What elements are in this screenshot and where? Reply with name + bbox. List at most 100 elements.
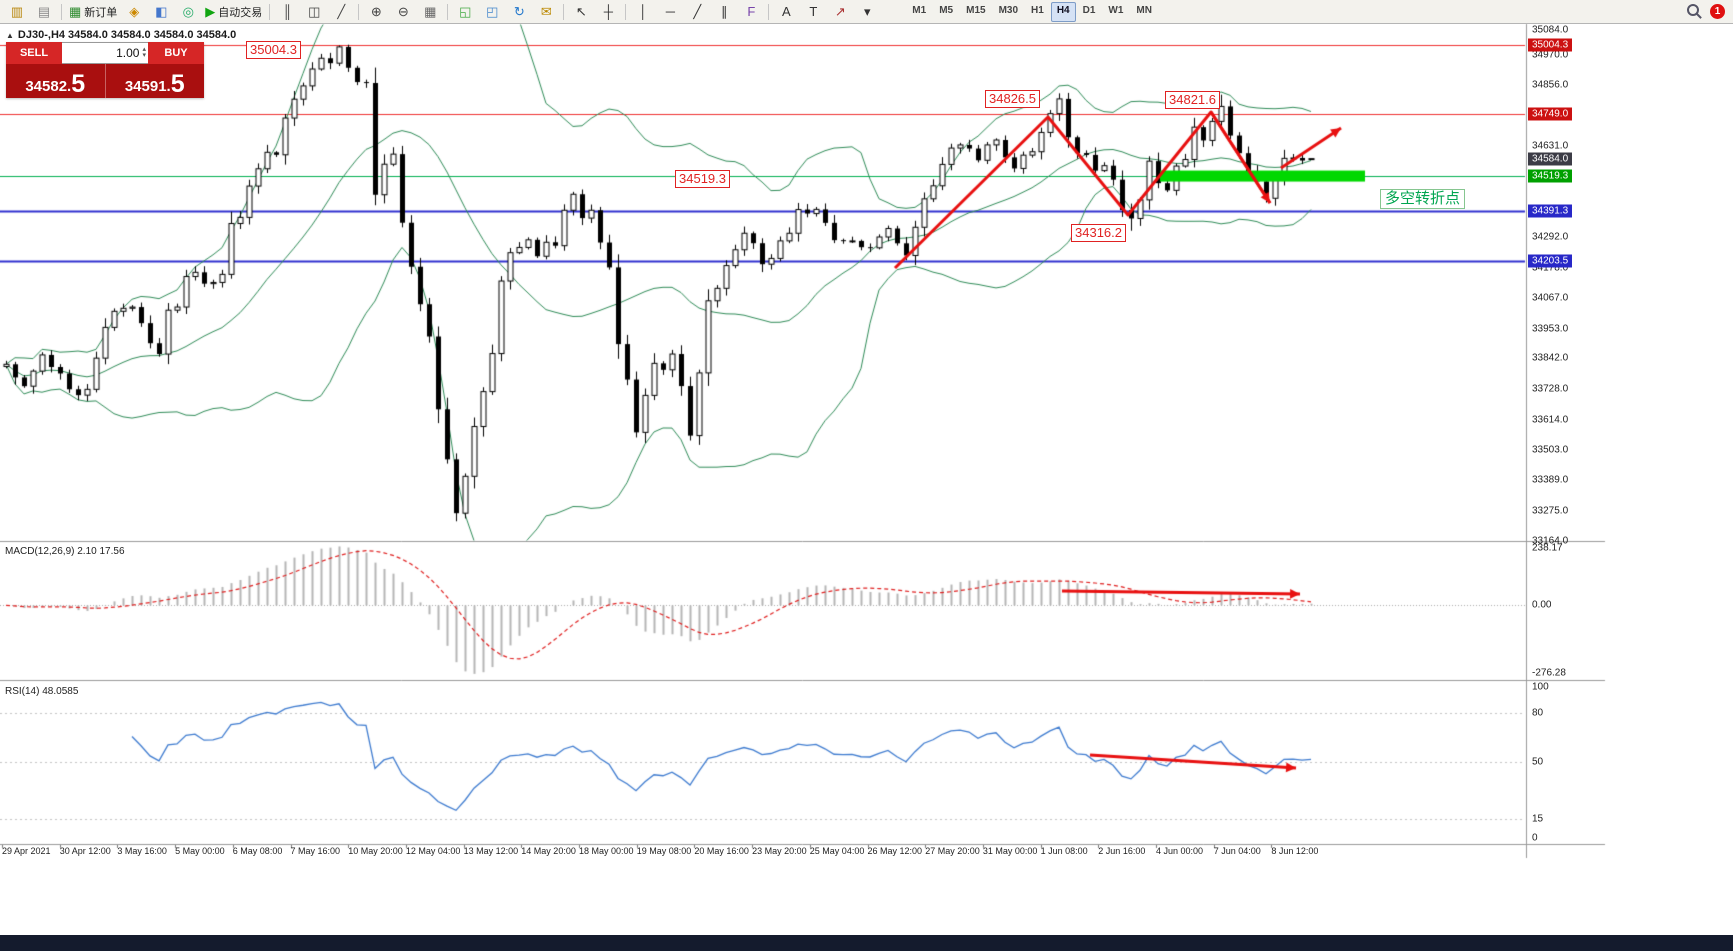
timeframe-h4[interactable]: H4 [1050, 1, 1076, 22]
time-axis-label: 6 May 08:00 [232, 846, 283, 856]
toolbar-separator [768, 3, 770, 20]
search-icon[interactable] [1687, 4, 1702, 19]
notification-badge[interactable]: 1 [1710, 4, 1725, 19]
timeframe-m1[interactable]: M1 [912, 4, 927, 16]
price-label-object[interactable]: 34316.2 [1071, 224, 1126, 242]
new-order-button[interactable]: ▦ 新订单 [66, 1, 120, 23]
price-axis-badge: 34391.3 [1528, 204, 1573, 218]
sell-price[interactable]: 34582. 5 [6, 64, 106, 98]
buy-button[interactable]: BUY [148, 42, 204, 64]
line-chart-icon: ╱ [337, 3, 346, 19]
timeframe-m15[interactable]: M15 [966, 4, 986, 16]
cycle-button[interactable]: ↻ [506, 1, 532, 23]
one-click-trading-panel: SELL 1.00 ▴ ▾ BUY 34582. 5 34591. 5 [6, 42, 204, 98]
arrow-objects-button[interactable]: ↗ [827, 1, 853, 23]
time-axis[interactable]: 29 Apr 2021 30 Apr 12:00 3 May 16:00 5 May … [0, 846, 1525, 859]
buy-price-big: 5 [170, 70, 185, 98]
time-axis-label: 18 May 00:00 [579, 846, 634, 856]
autotrading-button[interactable]: ▶ 自动交易 [202, 1, 265, 23]
price-axis-label: 34067.0 [1532, 292, 1569, 304]
trendline-button[interactable]: ╱ [684, 1, 710, 23]
rsi-axis-label: 0 [1532, 832, 1538, 844]
channel-icon: ∥ [721, 3, 728, 19]
grid-button[interactable]: ▦ [417, 1, 443, 23]
price-axis-label: 34631.0 [1532, 140, 1569, 152]
zoom-in-button[interactable]: ⊕ [363, 1, 389, 23]
zoom-out-button[interactable]: ⊖ [390, 1, 416, 23]
turning-point-label[interactable]: 多空转折点 [1380, 189, 1466, 209]
price-axis-label: 33953.0 [1532, 323, 1569, 335]
timeframe-w1[interactable]: W1 [1108, 4, 1124, 16]
volume-decrease-button[interactable]: ▾ [142, 52, 146, 59]
text-label-button[interactable]: T [800, 1, 826, 23]
price-axis-label: 35084.0 [1532, 24, 1569, 36]
chart-ohlc-line: ▲ DJ30-,H4 34584.0 34584.0 34584.0 34584… [6, 29, 236, 41]
bar-chart-button[interactable]: ║ [274, 1, 300, 23]
timeframe-m5[interactable]: M5 [939, 4, 954, 16]
timeframe-h1[interactable]: H1 [1031, 4, 1044, 16]
rsi-axis-label: 80 [1532, 707, 1544, 719]
navigator-button[interactable]: ◎ [175, 1, 201, 23]
toolbar-separator [447, 3, 449, 20]
trendline-icon: ╱ [693, 3, 702, 19]
price-axis[interactable]: 35084.0 34970.0 34856.0 34631.0 34292.0 34178… [1527, 24, 1605, 858]
price-label-object[interactable]: 34826.5 [985, 90, 1040, 108]
arrange-windows-button[interactable]: ◰ [479, 1, 505, 23]
zoom-in-icon: ⊕ [370, 3, 382, 19]
price-axis-label: 34970.0 [1532, 49, 1569, 61]
price-axis-badge: 34519.3 [1528, 169, 1573, 183]
volume-increase-button[interactable]: ▴ [142, 46, 146, 53]
new-chart-button[interactable]: ▥ [4, 1, 30, 23]
macd-axis-label: 238.17 [1532, 542, 1563, 554]
time-axis-label: 13 May 12:00 [463, 846, 519, 856]
panel-collapse-arrow-icon[interactable]: ▲ [6, 30, 14, 40]
macd-axis-label: 0.00 [1532, 599, 1552, 611]
indicators-button[interactable]: ◈ [121, 1, 147, 23]
vertical-line-button[interactable]: │ [630, 1, 656, 23]
time-axis-label: 10 May 20:00 [348, 846, 403, 856]
chart-profiles-button[interactable]: ▤ [31, 1, 57, 23]
horizontal-line-button[interactable]: ─ [657, 1, 683, 23]
text-icon: A [781, 3, 791, 19]
timeframe-mn[interactable]: MN [1136, 4, 1152, 16]
price-axis-label: 34292.0 [1532, 231, 1569, 243]
buy-price-main: 34591. [124, 78, 171, 95]
price-label-object[interactable]: 34519.3 [675, 170, 730, 188]
timeframe-toolbar: M1 M5 M15 M30 H1 H4 D1 W1 MN [906, 1, 1158, 22]
price-axis-label: 33164.0 [1532, 535, 1569, 547]
tile-windows-button[interactable]: ◱ [452, 1, 478, 23]
candlestick-button[interactable]: ◫ [301, 1, 327, 23]
timeframe-d1[interactable]: D1 [1082, 4, 1096, 16]
toolbar-separator [358, 3, 360, 20]
time-axis-label: 4 Jun 00:00 [1156, 846, 1204, 856]
timeframe-m30[interactable]: M30 [998, 4, 1019, 16]
channel-button[interactable]: ∥ [711, 1, 737, 23]
toolbar-right-group: 1 [1687, 4, 1729, 19]
market-watch-button[interactable]: ◧ [148, 1, 174, 23]
fibonacci-button[interactable]: F [738, 1, 764, 23]
price-label-object[interactable]: 34821.6 [1165, 91, 1220, 109]
cursor-button[interactable]: ↖ [568, 1, 594, 23]
buy-price[interactable]: 34591. 5 [106, 64, 205, 98]
new-order-icon: ▦ [69, 3, 82, 19]
objects-dropdown[interactable]: ▾ [854, 1, 880, 23]
market-watch-icon: ◧ [155, 3, 168, 19]
crosshair-button[interactable]: ┼ [595, 1, 621, 23]
symbol-ohlc-text: DJ30-,H4 34584.0 34584.0 34584.0 34584.0 [17, 29, 237, 41]
text-button[interactable]: A [773, 1, 799, 23]
zoom-out-icon: ⊖ [397, 3, 409, 19]
sell-button[interactable]: SELL [6, 42, 62, 64]
price-axis-label: 33503.0 [1532, 444, 1569, 456]
price-axis-label: 34856.0 [1532, 79, 1569, 91]
line-chart-button[interactable]: ╱ [328, 1, 354, 23]
sell-price-main: 34582. [25, 78, 72, 95]
mailbox-button[interactable]: ✉ [533, 1, 559, 23]
time-axis-label: 30 Apr 12:00 [59, 846, 111, 856]
text-label-icon: T [809, 3, 818, 19]
new-chart-icon: ▥ [10, 3, 24, 19]
price-label-object[interactable]: 35004.3 [246, 41, 301, 59]
volume-field[interactable]: 1.00 ▴ ▾ [62, 42, 148, 64]
